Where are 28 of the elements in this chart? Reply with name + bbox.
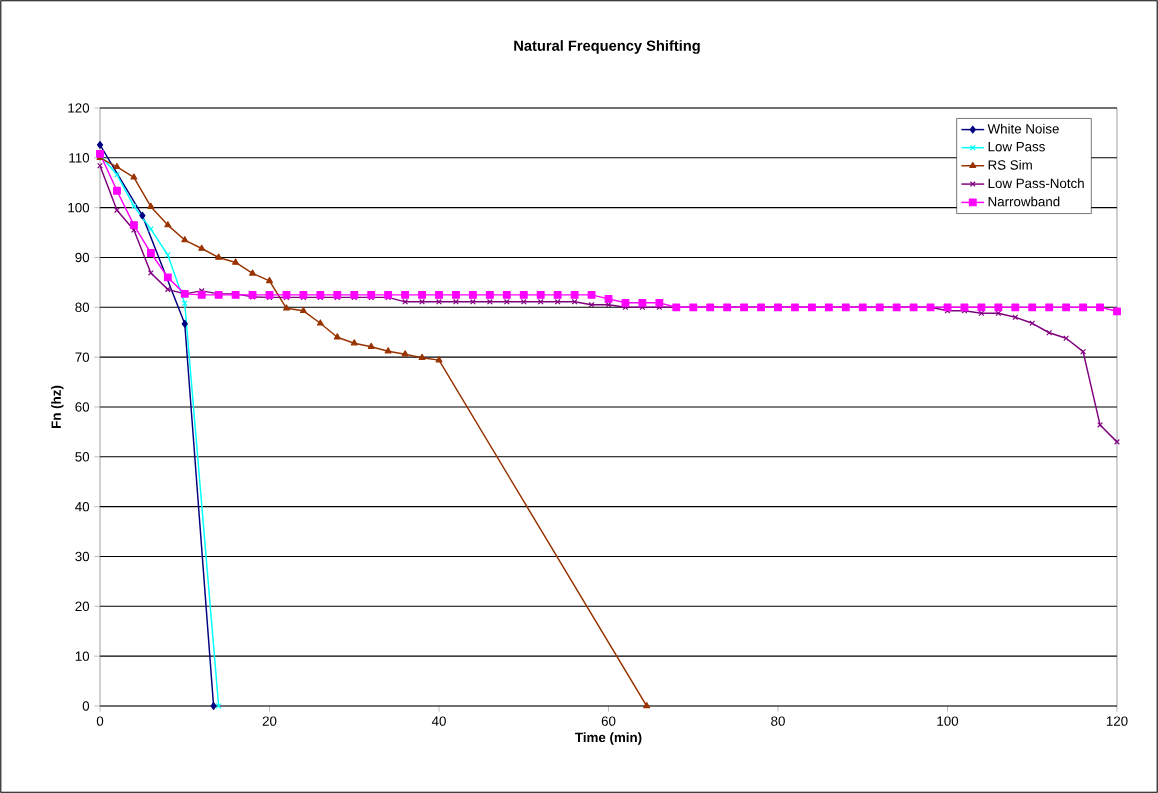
y-tick-label: 20 [75,601,90,612]
chart-title: Natural Frequency Shifting [514,40,700,54]
x-tick-label: 80 [771,716,785,726]
y-tick-label: 70 [75,352,90,362]
y-tick-label: 50 [75,452,90,462]
y-tick-label: 120 [68,103,90,113]
y-tick-label: 100 [68,202,90,213]
x-tick-label: 40 [431,716,446,726]
y-tick-label: 0 [82,701,90,711]
y-tick-label: 10 [75,651,90,661]
y-tick-label: 90 [75,252,90,263]
x-tick-label: 60 [601,716,616,726]
x-tick-label: 0 [96,716,104,726]
legend-label: Narrowband [988,196,1060,207]
legend-label: RS Sim [988,159,1032,170]
x-tick-label: 120 [1106,716,1128,726]
x-tick-label: 100 [937,716,959,726]
y-tick-label: 60 [75,402,90,412]
y-tick-label: 80 [75,302,90,313]
legend-label: Low Pass-Notch [988,178,1084,189]
y-tick-label: 110 [69,153,90,163]
legend-label: Low Pass [988,142,1045,152]
legend-label: White Noise [987,123,1059,134]
y-tick-label: 40 [75,501,90,512]
y-axis-title: Fn (hz) [51,385,64,428]
x-axis-title: Time (min) [575,732,642,745]
x-tick-label: 20 [262,716,277,726]
y-tick-label: 30 [75,551,90,562]
